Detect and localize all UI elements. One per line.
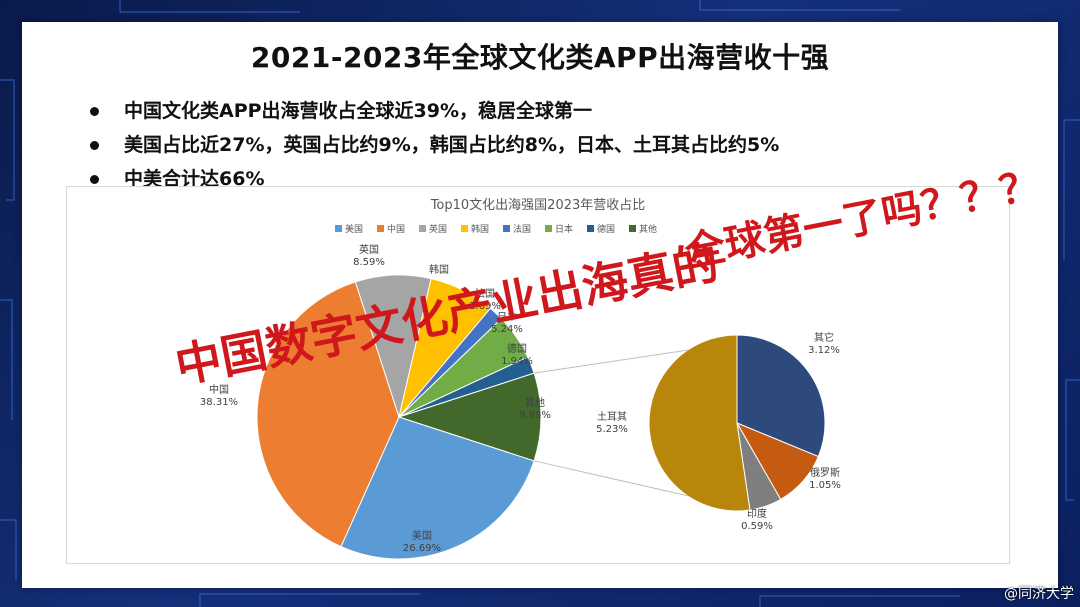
legend-label: 英国 xyxy=(429,223,447,235)
legend-swatch xyxy=(377,225,384,232)
slice-value: 38.31% xyxy=(200,397,238,408)
connector-line xyxy=(533,460,689,497)
chart-title: Top10文化出海强国2023年营收占比 xyxy=(430,198,646,213)
breakdown-value: 5.23% xyxy=(596,424,628,435)
legend-swatch xyxy=(503,225,510,232)
legend-swatch xyxy=(335,225,342,232)
legend-swatch xyxy=(629,225,636,232)
breakdown-label: 印度 xyxy=(747,507,767,520)
slice-value: 1.94% xyxy=(501,356,533,367)
pie-slice xyxy=(340,416,535,560)
legend-label: 中国 xyxy=(387,223,405,235)
slide-title: 2021-2023年全球文化类APP出海营收十强 xyxy=(250,41,830,74)
legend-label: 法国 xyxy=(513,223,531,235)
connector-line xyxy=(533,349,689,374)
breakdown-label: 土耳其 xyxy=(597,410,627,423)
breakdown-label: 其它 xyxy=(814,331,834,344)
slice-value: 8.59% xyxy=(353,257,385,268)
slice-label: 美国 xyxy=(412,529,432,542)
bullet-item: 中国文化类APP出海营收占全球近39%，稳居全球第一 xyxy=(86,94,779,128)
slice-label: 日本 xyxy=(497,310,517,323)
breakdown-value: 0.59% xyxy=(741,521,773,532)
legend-swatch xyxy=(545,225,552,232)
breakdown-slice xyxy=(648,334,751,512)
slice-label: 法国 xyxy=(475,287,495,300)
slice-label: 其他 xyxy=(525,396,545,409)
pie-slice xyxy=(397,372,542,462)
legend-label: 韩国 xyxy=(471,223,489,235)
slice-label: 中国 xyxy=(209,383,229,396)
legend-swatch xyxy=(419,225,426,232)
legend-label: 日本 xyxy=(555,223,573,235)
chart-box: Top10文化出海强国2023年营收占比 美国 中国 英国 韩国 法国 日本 德国 其他 美国 26… xyxy=(66,186,1010,564)
breakdown-value: 1.05% xyxy=(809,480,841,491)
bullet-item: 美国占比近27%，英国占比约9%，韩国占比约8%，日本、土耳其占比约5% xyxy=(86,128,779,162)
slice-label: 韩国 xyxy=(429,263,449,276)
bullet-item: 中美合计达66% xyxy=(86,162,779,196)
breakdown-slice xyxy=(736,334,826,458)
breakdown-label: 俄罗斯 xyxy=(810,466,840,479)
slice-label: 英国 xyxy=(359,243,379,256)
bullet-list: 中国文化类APP出海营收占全球近39%，稳居全球第一 美国占比近27%，英国占比… xyxy=(86,94,779,196)
legend-swatch xyxy=(461,225,468,232)
slice-value: 5.24% xyxy=(491,324,523,335)
breakdown-value: 3.12% xyxy=(808,345,840,356)
pie-slice xyxy=(256,281,400,548)
slice-label: 德国 xyxy=(507,342,527,355)
legend-label: 德国 xyxy=(597,223,615,235)
legend-swatch xyxy=(587,225,594,232)
slice-value: 9.98% xyxy=(519,410,551,421)
slice-value: 26.69% xyxy=(403,543,441,554)
legend-label: 美国 xyxy=(345,223,363,235)
slice-value: 1.69% xyxy=(469,301,501,312)
legend-label: 其他 xyxy=(639,223,657,235)
watermark: @同济大学 xyxy=(1004,586,1074,602)
